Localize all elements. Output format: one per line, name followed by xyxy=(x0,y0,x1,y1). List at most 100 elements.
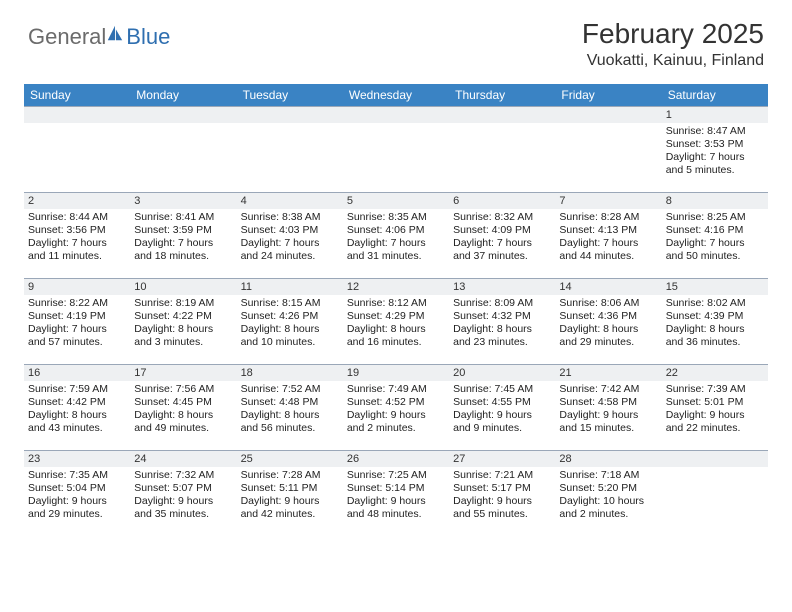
sunrise-line: Sunrise: 8:19 AM xyxy=(134,297,232,310)
calendar-cell: 23Sunrise: 7:35 AMSunset: 5:04 PMDayligh… xyxy=(24,451,130,537)
sunset-line: Sunset: 4:45 PM xyxy=(134,396,232,409)
sunset-line: Sunset: 5:11 PM xyxy=(241,482,339,495)
daylight-line: Daylight: 7 hours and 24 minutes. xyxy=(241,237,339,263)
day-number: 13 xyxy=(449,279,555,295)
daylight-line: Daylight: 9 hours and 55 minutes. xyxy=(453,495,551,521)
sunrise-line: Sunrise: 8:09 AM xyxy=(453,297,551,310)
sunrise-line: Sunrise: 8:41 AM xyxy=(134,211,232,224)
calendar-cell: 2Sunrise: 8:44 AMSunset: 3:56 PMDaylight… xyxy=(24,193,130,279)
calendar-cell: 7Sunrise: 8:28 AMSunset: 4:13 PMDaylight… xyxy=(555,193,661,279)
calendar-cell: 1Sunrise: 8:47 AMSunset: 3:53 PMDaylight… xyxy=(662,107,768,193)
month-title: February 2025 xyxy=(582,18,764,50)
day-number: 8 xyxy=(662,193,768,209)
daylight-line: Daylight: 8 hours and 23 minutes. xyxy=(453,323,551,349)
day-number: 15 xyxy=(662,279,768,295)
day-number: 25 xyxy=(237,451,343,467)
day-number: 28 xyxy=(555,451,661,467)
day-number: 16 xyxy=(24,365,130,381)
weekday-header: Friday xyxy=(555,84,661,107)
sunrise-line: Sunrise: 8:47 AM xyxy=(666,125,764,138)
day-details xyxy=(343,123,449,129)
sunrise-line: Sunrise: 7:21 AM xyxy=(453,469,551,482)
daylight-line: Daylight: 8 hours and 29 minutes. xyxy=(559,323,657,349)
sunset-line: Sunset: 4:19 PM xyxy=(28,310,126,323)
logo-text-general: General xyxy=(28,24,106,50)
calendar-cell xyxy=(130,107,236,193)
calendar-cell xyxy=(555,107,661,193)
page-header: General Blue February 2025 Vuokatti, Kai… xyxy=(0,0,792,78)
sunrise-line: Sunrise: 7:18 AM xyxy=(559,469,657,482)
sunrise-line: Sunrise: 7:45 AM xyxy=(453,383,551,396)
day-number: 2 xyxy=(24,193,130,209)
sunset-line: Sunset: 5:14 PM xyxy=(347,482,445,495)
day-details: Sunrise: 7:39 AMSunset: 5:01 PMDaylight:… xyxy=(662,381,768,440)
sunrise-line: Sunrise: 7:59 AM xyxy=(28,383,126,396)
day-details xyxy=(449,123,555,129)
calendar-cell: 9Sunrise: 8:22 AMSunset: 4:19 PMDaylight… xyxy=(24,279,130,365)
sunrise-line: Sunrise: 7:25 AM xyxy=(347,469,445,482)
day-number: 19 xyxy=(343,365,449,381)
sail-icon xyxy=(106,24,124,42)
daylight-line: Daylight: 8 hours and 10 minutes. xyxy=(241,323,339,349)
calendar-table: SundayMondayTuesdayWednesdayThursdayFrid… xyxy=(24,84,768,537)
day-details: Sunrise: 8:35 AMSunset: 4:06 PMDaylight:… xyxy=(343,209,449,268)
sunrise-line: Sunrise: 8:22 AM xyxy=(28,297,126,310)
sunset-line: Sunset: 4:29 PM xyxy=(347,310,445,323)
calendar-cell: 8Sunrise: 8:25 AMSunset: 4:16 PMDaylight… xyxy=(662,193,768,279)
day-details: Sunrise: 7:25 AMSunset: 5:14 PMDaylight:… xyxy=(343,467,449,526)
calendar-cell xyxy=(24,107,130,193)
weekday-header: Sunday xyxy=(24,84,130,107)
calendar-week-row: 2Sunrise: 8:44 AMSunset: 3:56 PMDaylight… xyxy=(24,193,768,279)
day-number: 5 xyxy=(343,193,449,209)
location-text: Vuokatti, Kainuu, Finland xyxy=(582,52,764,70)
daylight-line: Daylight: 9 hours and 2 minutes. xyxy=(347,409,445,435)
sunset-line: Sunset: 4:52 PM xyxy=(347,396,445,409)
day-details: Sunrise: 8:22 AMSunset: 4:19 PMDaylight:… xyxy=(24,295,130,354)
day-details: Sunrise: 7:56 AMSunset: 4:45 PMDaylight:… xyxy=(130,381,236,440)
calendar-week-row: 16Sunrise: 7:59 AMSunset: 4:42 PMDayligh… xyxy=(24,365,768,451)
sunset-line: Sunset: 4:13 PM xyxy=(559,224,657,237)
sunset-line: Sunset: 3:59 PM xyxy=(134,224,232,237)
day-number: 21 xyxy=(555,365,661,381)
daylight-line: Daylight: 7 hours and 44 minutes. xyxy=(559,237,657,263)
calendar-cell: 24Sunrise: 7:32 AMSunset: 5:07 PMDayligh… xyxy=(130,451,236,537)
day-number xyxy=(343,107,449,123)
day-details: Sunrise: 8:28 AMSunset: 4:13 PMDaylight:… xyxy=(555,209,661,268)
day-number: 12 xyxy=(343,279,449,295)
calendar-cell: 19Sunrise: 7:49 AMSunset: 4:52 PMDayligh… xyxy=(343,365,449,451)
daylight-line: Daylight: 7 hours and 57 minutes. xyxy=(28,323,126,349)
day-number: 7 xyxy=(555,193,661,209)
sunset-line: Sunset: 4:39 PM xyxy=(666,310,764,323)
day-number xyxy=(24,107,130,123)
daylight-line: Daylight: 9 hours and 22 minutes. xyxy=(666,409,764,435)
sunset-line: Sunset: 5:07 PM xyxy=(134,482,232,495)
calendar-cell: 17Sunrise: 7:56 AMSunset: 4:45 PMDayligh… xyxy=(130,365,236,451)
day-details xyxy=(24,123,130,129)
calendar-cell: 28Sunrise: 7:18 AMSunset: 5:20 PMDayligh… xyxy=(555,451,661,537)
daylight-line: Daylight: 9 hours and 29 minutes. xyxy=(28,495,126,521)
sunrise-line: Sunrise: 8:28 AM xyxy=(559,211,657,224)
calendar-cell: 12Sunrise: 8:12 AMSunset: 4:29 PMDayligh… xyxy=(343,279,449,365)
calendar-cell: 11Sunrise: 8:15 AMSunset: 4:26 PMDayligh… xyxy=(237,279,343,365)
day-number: 23 xyxy=(24,451,130,467)
day-number: 17 xyxy=(130,365,236,381)
day-number xyxy=(237,107,343,123)
calendar-week-row: 9Sunrise: 8:22 AMSunset: 4:19 PMDaylight… xyxy=(24,279,768,365)
daylight-line: Daylight: 7 hours and 50 minutes. xyxy=(666,237,764,263)
day-details: Sunrise: 8:09 AMSunset: 4:32 PMDaylight:… xyxy=(449,295,555,354)
sunset-line: Sunset: 3:53 PM xyxy=(666,138,764,151)
daylight-line: Daylight: 8 hours and 56 minutes. xyxy=(241,409,339,435)
calendar-cell: 20Sunrise: 7:45 AMSunset: 4:55 PMDayligh… xyxy=(449,365,555,451)
sunrise-line: Sunrise: 8:06 AM xyxy=(559,297,657,310)
day-number: 14 xyxy=(555,279,661,295)
daylight-line: Daylight: 9 hours and 48 minutes. xyxy=(347,495,445,521)
title-block: February 2025 Vuokatti, Kainuu, Finland xyxy=(582,18,764,70)
daylight-line: Daylight: 10 hours and 2 minutes. xyxy=(559,495,657,521)
calendar-cell: 22Sunrise: 7:39 AMSunset: 5:01 PMDayligh… xyxy=(662,365,768,451)
day-details: Sunrise: 8:06 AMSunset: 4:36 PMDaylight:… xyxy=(555,295,661,354)
day-details: Sunrise: 7:28 AMSunset: 5:11 PMDaylight:… xyxy=(237,467,343,526)
day-details: Sunrise: 7:52 AMSunset: 4:48 PMDaylight:… xyxy=(237,381,343,440)
day-number: 18 xyxy=(237,365,343,381)
logo-text-blue: Blue xyxy=(126,24,170,50)
day-details: Sunrise: 7:59 AMSunset: 4:42 PMDaylight:… xyxy=(24,381,130,440)
